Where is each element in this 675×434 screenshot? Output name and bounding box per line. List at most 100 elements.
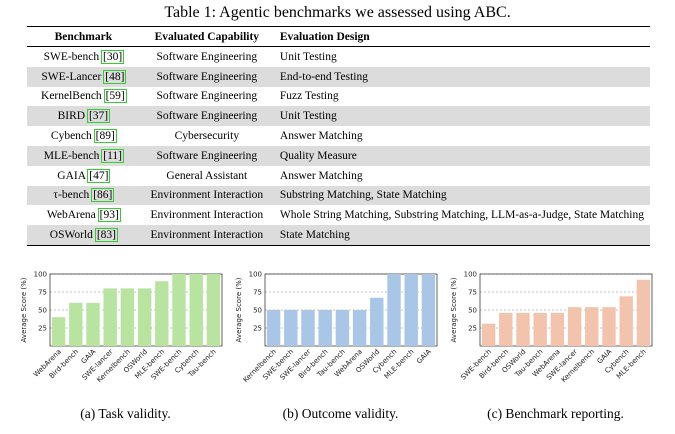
- bar: [516, 312, 530, 346]
- y-tick-label: 75: [468, 289, 477, 297]
- bar: [86, 302, 100, 346]
- chart-task-validity-svg: Average Score (%) 255075100WebArenaBird-b…: [20, 271, 223, 384]
- benchmark-cell: SWE-Lancer [48]: [27, 67, 140, 87]
- citation-link[interactable]: [86]: [91, 188, 115, 203]
- capability-cell: Environment Interaction: [150, 209, 264, 222]
- bar: [103, 288, 117, 346]
- citation-link[interactable]: [37]: [86, 109, 111, 124]
- bar: [567, 307, 582, 346]
- bar: [619, 296, 633, 346]
- header-design: Evaluation Design: [279, 30, 370, 43]
- plot-frame: [479, 273, 653, 347]
- y-tick-label: 50: [38, 307, 47, 315]
- bar: [421, 274, 436, 346]
- chart-outcome-validity-svg: Average Score (%) 255075100KernelbenchSWE…: [235, 271, 438, 384]
- bar: [499, 312, 513, 346]
- chart-benchmark-reporting: Average Score (%) 25 50 75 100 SWE-bench Bird-…: [448, 266, 663, 434]
- table-row: OSWorld [83] Environment Interaction State…: [27, 225, 650, 246]
- bar: [189, 274, 203, 346]
- bar: [352, 310, 367, 346]
- citation-link[interactable]: [11]: [101, 148, 124, 163]
- design-cell: Quality Measure: [279, 149, 357, 162]
- capability-cell: Cybersecurity: [174, 130, 240, 143]
- plot-frame: [264, 273, 438, 347]
- bar: [172, 274, 186, 346]
- design-cell: Unit Testing: [279, 110, 337, 123]
- plot-frame: [49, 273, 223, 347]
- benchmark-name: Cybench: [50, 130, 92, 143]
- capability-cell: Environment Interaction: [150, 229, 264, 242]
- table-row: MLE-bench [11] Software Engineering Qualit…: [27, 145, 650, 166]
- chart-outcome-validity: Average Score (%) 25 50 75 100 Kernelbench SWE…: [233, 266, 448, 434]
- y-tick-label: 25: [38, 325, 47, 333]
- bar: [550, 312, 565, 346]
- chart-caption-c: (c) Benchmark reporting.: [487, 406, 624, 421]
- y-tick-label: 50: [253, 307, 262, 315]
- y-tick-label: 100: [249, 271, 262, 279]
- benchmark-cell: KernelBench [59]: [27, 87, 140, 107]
- table-caption: Table 1: Agentic benchmarks we assessed …: [164, 4, 511, 21]
- bar: [533, 312, 547, 346]
- benchmark-name: MLE-bench: [43, 149, 100, 162]
- bar: [301, 310, 315, 346]
- citation-link[interactable]: [93]: [97, 208, 121, 223]
- y-tick-label: 100: [464, 271, 477, 279]
- bar: [206, 274, 221, 346]
- benchmark-cell: Cybench [89]: [27, 126, 140, 146]
- capability-cell: Software Engineering: [156, 70, 258, 83]
- table-header-row: Benchmark Evaluated Capability Evaluatio…: [27, 26, 650, 47]
- y-tick-label: 75: [253, 289, 262, 297]
- chart-benchmark-reporting-svg: Average Score (%) 255075100SWE-benchBird-…: [450, 271, 653, 384]
- bar: [266, 310, 281, 346]
- benchmark-name: GAIA: [57, 169, 86, 182]
- bar: [602, 307, 616, 346]
- y-axis-label: Average Score (%): [235, 277, 243, 342]
- chart-task-validity: Average Score (%) 25 50 75 100 WebArena Bird-b…: [18, 266, 233, 434]
- benchmark-name: WebArena: [46, 209, 96, 222]
- table-row: Cybench [89] Cybersecurity Answer Matching: [27, 126, 650, 146]
- chart-caption-b: (b) Outcome validity.: [282, 406, 399, 421]
- capability-cell: Environment Interaction: [150, 189, 264, 202]
- y-tick-label: 50: [468, 307, 477, 315]
- bar: [404, 274, 418, 346]
- bar: [120, 288, 135, 346]
- benchmark-cell: τ-bench [86]: [27, 186, 140, 206]
- citation-link[interactable]: [30]: [101, 49, 125, 64]
- citation-link[interactable]: [83]: [94, 228, 118, 243]
- benchmark-name: τ-bench: [53, 189, 90, 202]
- capability-cell: Software Engineering: [156, 149, 258, 162]
- y-tick-label: 100: [34, 271, 47, 279]
- benchmark-name: SWE-Lancer: [41, 70, 102, 83]
- y-tick-label: 25: [253, 325, 262, 333]
- design-cell: Substring Matching, State Matching: [279, 189, 447, 202]
- table-body: SWE-bench [30] Software Engineering Unit T…: [27, 47, 650, 246]
- table-row: τ-bench [86] Environment Interaction Subst…: [27, 185, 650, 206]
- table-row: KernelBench [59] Software Engineering Fuzz…: [27, 87, 650, 107]
- design-cell: End-to-end Testing: [279, 70, 368, 83]
- chart-caption-a: (a) Task validity.: [80, 406, 171, 421]
- benchmark-cell: BIRD [37]: [27, 106, 140, 126]
- table-row: SWE-bench [30] Software Engineering Unit T…: [27, 47, 650, 67]
- citation-link[interactable]: [89]: [93, 129, 117, 144]
- table-row: BIRD [37] Software Engineering Unit Testin…: [27, 106, 650, 127]
- header-benchmark: Benchmark: [54, 30, 113, 43]
- bar: [155, 281, 169, 346]
- design-cell: State Matching: [279, 229, 350, 242]
- citation-link[interactable]: [47]: [87, 168, 111, 183]
- citation-link[interactable]: [48]: [103, 69, 127, 84]
- bar: [284, 310, 298, 346]
- bar: [318, 310, 332, 346]
- bar: [335, 310, 350, 346]
- benchmark-cell: OSWorld [83]: [27, 225, 140, 245]
- capability-cell: General Assistant: [166, 169, 248, 182]
- y-tick-label: 25: [468, 325, 477, 333]
- design-cell: Answer Matching: [279, 130, 363, 143]
- benchmark-cell: MLE-bench [11]: [27, 146, 140, 166]
- design-cell: Answer Matching: [279, 169, 363, 182]
- benchmark-cell: WebArena [93]: [27, 205, 140, 225]
- bar: [137, 288, 152, 346]
- benchmark-name: SWE-bench: [43, 50, 100, 63]
- citation-link[interactable]: [59]: [103, 89, 127, 104]
- design-cell: Whole String Matching, Substring Matchin…: [279, 209, 644, 222]
- header-capability: Evaluated Capability: [154, 30, 260, 43]
